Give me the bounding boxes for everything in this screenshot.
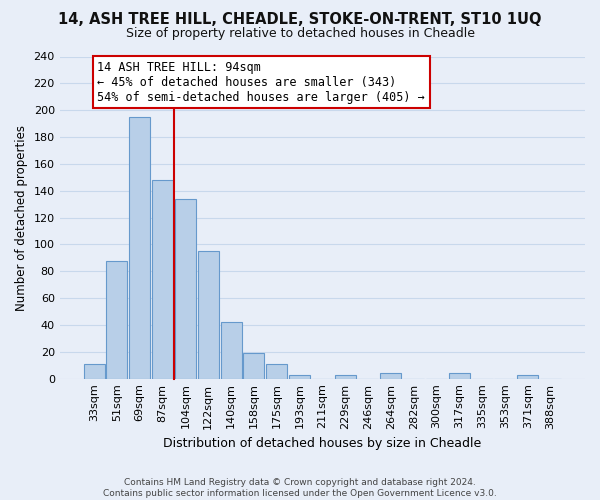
Bar <box>266 364 287 378</box>
Bar <box>129 117 150 378</box>
Text: 14, ASH TREE HILL, CHEADLE, STOKE-ON-TRENT, ST10 1UQ: 14, ASH TREE HILL, CHEADLE, STOKE-ON-TRE… <box>58 12 542 28</box>
Bar <box>517 374 538 378</box>
Bar <box>175 199 196 378</box>
Text: Size of property relative to detached houses in Cheadle: Size of property relative to detached ho… <box>125 28 475 40</box>
Y-axis label: Number of detached properties: Number of detached properties <box>15 124 28 310</box>
Bar <box>244 353 265 378</box>
Bar <box>380 374 401 378</box>
Text: 14 ASH TREE HILL: 94sqm
← 45% of detached houses are smaller (343)
54% of semi-d: 14 ASH TREE HILL: 94sqm ← 45% of detache… <box>97 60 425 104</box>
Bar <box>197 251 218 378</box>
X-axis label: Distribution of detached houses by size in Cheadle: Distribution of detached houses by size … <box>163 437 481 450</box>
Bar <box>152 180 173 378</box>
Bar <box>83 364 104 378</box>
Text: Contains HM Land Registry data © Crown copyright and database right 2024.
Contai: Contains HM Land Registry data © Crown c… <box>103 478 497 498</box>
Bar <box>106 260 127 378</box>
Bar <box>449 374 470 378</box>
Bar <box>289 374 310 378</box>
Bar <box>335 374 356 378</box>
Bar <box>221 322 242 378</box>
